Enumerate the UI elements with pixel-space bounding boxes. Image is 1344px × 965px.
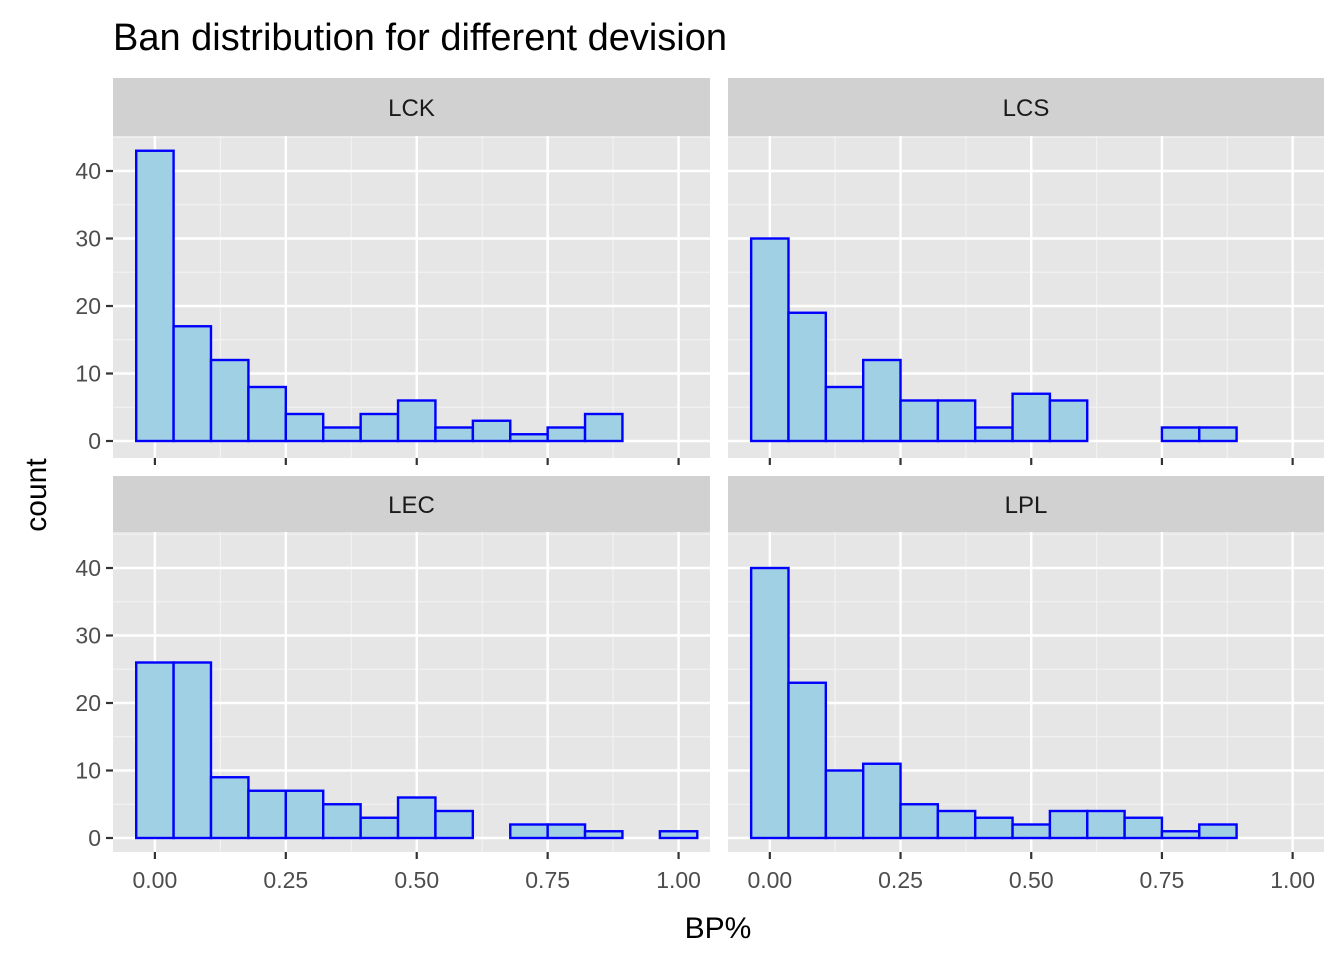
histogram-bar: [861, 762, 902, 840]
histogram-bar: [658, 830, 699, 840]
histogram-bar: [1160, 830, 1201, 840]
histogram-bar: [787, 311, 828, 443]
y-tick-label: 20: [75, 690, 101, 716]
histogram-bar: [322, 426, 362, 443]
histogram-bar: [583, 830, 624, 840]
chart-title: Ban distribution for different devision: [113, 17, 727, 59]
facet-strip: [728, 476, 1324, 532]
histogram-bar: [396, 796, 437, 840]
histogram-bar: [1198, 426, 1238, 443]
histogram-bar: [546, 823, 587, 840]
histogram-bar: [787, 681, 828, 840]
histogram-bar: [1086, 809, 1126, 840]
histogram-bar: [509, 823, 549, 840]
histogram-bar: [1048, 399, 1089, 443]
x-tick-label: 0.25: [878, 867, 923, 893]
y-tick-label: 10: [75, 361, 101, 387]
y-tick-label: 30: [75, 226, 101, 252]
histogram-bar: [749, 566, 790, 840]
facet-strip-label: LEC: [388, 492, 435, 519]
y-tick-label: 20: [75, 293, 101, 319]
histogram-bar: [824, 385, 865, 443]
x-tick-label: 0.75: [525, 867, 570, 893]
histogram-bar: [434, 426, 475, 443]
x-tick-label: 0.50: [1009, 867, 1054, 893]
histogram-bar: [284, 789, 325, 840]
histogram-bar: [322, 803, 362, 840]
histogram-bar: [209, 776, 250, 840]
histogram-bar: [359, 412, 400, 443]
y-tick-label: 40: [75, 555, 101, 581]
histogram-bar: [1011, 823, 1052, 840]
histogram-bar: [899, 803, 940, 840]
y-tick-label: 10: [75, 758, 101, 784]
histogram-bar: [134, 149, 175, 443]
x-tick-label: 0.25: [263, 867, 308, 893]
facet-strip: [113, 78, 710, 136]
histogram-bar: [359, 816, 400, 840]
facet-panel-lck: LCK 0 10 20 30 40: [75, 78, 710, 465]
histogram-bar: [1198, 823, 1238, 840]
histogram-bar: [396, 399, 437, 443]
facet-strip-label: LCS: [1003, 95, 1050, 122]
histogram-bar: [434, 809, 475, 840]
histogram-bar: [509, 433, 549, 443]
histogram-bar: [1011, 392, 1052, 443]
histogram-bar: [1123, 816, 1164, 840]
histogram-bar: [1048, 809, 1089, 840]
histogram-bar: [974, 816, 1014, 840]
histogram-bar: [749, 237, 790, 443]
x-axis-label: BP%: [685, 912, 752, 945]
facet-panel-lcs: LCS: [728, 78, 1324, 465]
histogram-bar: [172, 325, 213, 443]
x-tick-label: 0.00: [133, 867, 178, 893]
histogram-bar: [899, 399, 940, 443]
x-tick-label: 0.75: [1140, 867, 1185, 893]
facet-panel-lec: LEC 0 10 20 30 40 0.00 0.25 0.50 0.75 1.00: [75, 476, 710, 893]
x-tick-label: 0.50: [394, 867, 439, 893]
histogram-bar: [583, 412, 624, 443]
histogram-bar: [247, 789, 288, 840]
facet-strip: [113, 476, 710, 532]
histogram-bar: [1160, 426, 1201, 443]
histogram-bar: [546, 426, 587, 443]
y-axis-label: count: [20, 458, 53, 532]
histogram-bar: [824, 769, 865, 840]
histogram-bar: [172, 661, 213, 840]
histogram-bar: [861, 358, 902, 443]
facet-strip-label: LCK: [388, 95, 435, 122]
x-tick-label: 0.00: [747, 867, 792, 893]
histogram-bar: [284, 412, 325, 443]
y-tick-label: 0: [88, 428, 101, 454]
x-tick-label: 1.00: [656, 867, 701, 893]
y-tick-label: 40: [75, 158, 101, 184]
y-tick-label: 0: [88, 825, 101, 851]
facet-panel-lpl: LPL 0.00 0.25 0.50 0.75 1.00: [728, 476, 1324, 893]
facet-strip: [728, 78, 1324, 136]
histogram-bar: [134, 661, 175, 840]
histogram-bar: [209, 358, 250, 443]
x-tick-label: 1.00: [1270, 867, 1315, 893]
histogram-bar: [936, 399, 977, 443]
histogram-bar: [974, 426, 1014, 443]
histogram-bar: [936, 809, 977, 840]
histogram-bar: [247, 385, 288, 443]
histogram-bar: [471, 419, 512, 443]
y-tick-label: 30: [75, 623, 101, 649]
facet-panels: LCK 0 10 20 30 40 LCS LEC 0 10 20 30 40 0.00 0.25 0.50 0…: [75, 78, 1324, 893]
facet-strip-label: LPL: [1005, 492, 1048, 519]
